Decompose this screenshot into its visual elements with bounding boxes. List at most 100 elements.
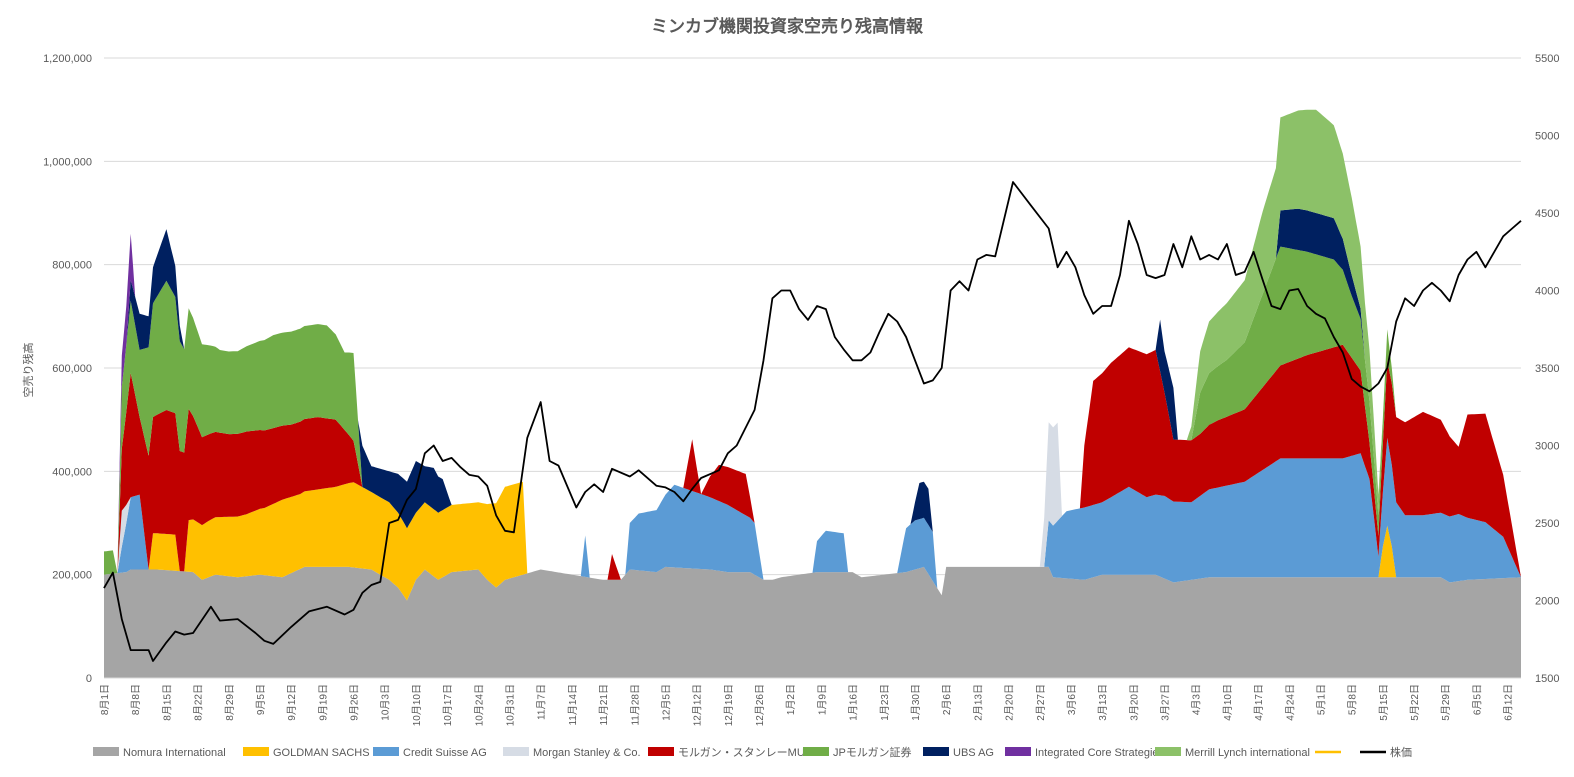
legend-swatch: [373, 747, 399, 756]
x-tick-label: 4月24日: [1284, 684, 1296, 721]
legend-swatch: [1155, 747, 1181, 756]
x-tick-label: 5月1日: [1315, 684, 1327, 715]
x-tick-label: 6月12日: [1503, 684, 1515, 721]
x-tick-label: 2月13日: [972, 684, 984, 721]
legend-item: モルガン・スタンレーMUFG: [648, 746, 820, 759]
legend-swatch: [93, 747, 119, 756]
y2-tick-label: 2500: [1535, 518, 1559, 530]
x-tick-label: 11月28日: [629, 684, 641, 726]
legend-label: 株価: [1390, 745, 1412, 759]
legend-label: JPモルガン証券: [833, 745, 912, 759]
y2-tick-label: 4500: [1535, 208, 1559, 220]
x-tick-label: 11月21日: [598, 684, 610, 726]
y-tick-label: 800,000: [52, 260, 92, 272]
x-tick-label: 1月16日: [848, 684, 860, 721]
legend-swatch: [923, 747, 949, 756]
x-tick-label: 4月3日: [1191, 684, 1203, 715]
x-tick-label: 9月5日: [255, 684, 267, 715]
stacked-areas: [104, 109, 1521, 678]
x-tick-label: 8月22日: [193, 684, 205, 721]
legend-label: Integrated Core Strategies: [1035, 747, 1165, 759]
x-tick-label: 1月23日: [879, 684, 891, 721]
area-series: [104, 566, 1521, 678]
x-tick-label: 3月27日: [1160, 684, 1172, 721]
x-tick-label: 8月1日: [99, 684, 111, 715]
x-tick-label: 5月8日: [1347, 684, 1359, 715]
x-tick-label: 2月27日: [1035, 684, 1047, 721]
x-tick-label: 4月10日: [1222, 684, 1234, 721]
legend-swatch: [803, 747, 829, 756]
x-tick-label: 8月29日: [224, 684, 236, 721]
x-tick-label: 9月26日: [349, 684, 361, 721]
x-tick-label: 12月26日: [754, 684, 766, 726]
legend-item: Integrated Core Strategies: [1005, 747, 1165, 759]
x-tick-label: 3月20日: [1128, 684, 1140, 721]
x-tick-label: 10月3日: [380, 684, 392, 721]
x-tick-label: 8月15日: [161, 684, 173, 721]
x-tick-label: 10月24日: [473, 684, 485, 726]
y-tick-label: 1,000,000: [43, 156, 92, 168]
price-line: [103, 181, 1522, 662]
x-tick-label: 10月10日: [411, 684, 423, 726]
x-tick-label: 5月22日: [1409, 684, 1421, 721]
x-tick-label: 12月19日: [723, 684, 735, 726]
legend-item: UBS AG: [923, 747, 994, 759]
legend-swatch: [1005, 747, 1031, 756]
y2-tick-label: 4000: [1535, 286, 1559, 298]
x-tick-label: 2月6日: [941, 684, 953, 715]
area-series: [104, 481, 1521, 601]
legend-label: モルガン・スタンレーMUFG: [678, 746, 820, 759]
legend-item: JPモルガン証券: [803, 745, 912, 759]
legend: Nomura International GOLDMAN SACHS Credit …: [93, 745, 1412, 759]
x-tick-label: 11月7日: [536, 684, 548, 720]
y2-tick-label: 5000: [1535, 131, 1559, 143]
x-tick-label: 5月29日: [1440, 684, 1452, 721]
x-tick-label: 4月17日: [1253, 684, 1265, 721]
y-tick-label: 400,000: [52, 466, 92, 478]
x-tick-label: 1月9日: [816, 684, 828, 715]
x-tick-label: 6月5日: [1471, 684, 1483, 715]
legend-label: Merrill Lynch international: [1185, 747, 1310, 759]
x-tick-label: 2月20日: [1004, 684, 1016, 721]
legend-label: Credit Suisse AG: [403, 747, 487, 759]
x-tick-label: 9月19日: [317, 684, 329, 721]
area-series: [104, 437, 1521, 596]
x-tick-label: 12月12日: [692, 684, 704, 726]
x-tick-label: 12月5日: [660, 684, 672, 721]
legend-label: GOLDMAN SACHS: [273, 747, 370, 759]
y2-tick-label: 3000: [1535, 441, 1559, 453]
legend-item: Morgan Stanley & Co.: [503, 747, 641, 759]
legend-swatch: [243, 747, 269, 756]
y2-tick-label: 1500: [1535, 673, 1559, 685]
legend-label: Morgan Stanley & Co.: [533, 747, 641, 759]
y2-axis-ticks: 1500 2000 2500 3000 3500 4000 4500 5000 5500: [1535, 53, 1559, 685]
legend-item: Credit Suisse AG: [373, 747, 487, 759]
y-tick-label: 0: [86, 673, 92, 685]
legend-swatch: [503, 747, 529, 756]
x-tick-label: 11月14日: [567, 684, 579, 726]
chart-title: ミンカブ機関投資家空売り残高情報: [651, 16, 924, 37]
y-tick-label: 600,000: [52, 363, 92, 375]
y-axis-label: 空売り残高: [21, 343, 35, 398]
legend-item: 株価: [1360, 745, 1412, 759]
x-tick-label: 3月6日: [1066, 684, 1078, 715]
legend-item: GOLDMAN SACHS: [243, 747, 370, 759]
y-axis-ticks: 0 200,000 400,000 600,000 800,000 1,000,000 1,…: [43, 53, 92, 685]
price-line-group: [103, 181, 1522, 662]
y-tick-label: 200,000: [52, 570, 92, 582]
legend-label: UBS AG: [953, 747, 994, 759]
x-tick-label: 5月15日: [1378, 684, 1390, 721]
x-tick-label: 9月12日: [286, 684, 298, 721]
area-series: [104, 344, 1521, 596]
y2-tick-label: 3500: [1535, 363, 1559, 375]
y2-tick-label: 2000: [1535, 596, 1559, 608]
x-tick-label: 1月2日: [785, 684, 797, 715]
x-tick-label: 10月17日: [442, 684, 454, 726]
legend-label: Nomura International: [123, 747, 226, 759]
legend-item: Merrill Lynch international: [1155, 747, 1310, 759]
x-axis-ticks: 8月1日 8月8日 8月15日 8月22日 8月29日 9月5日 9月12日 9月19日 9月2…: [99, 677, 1521, 726]
x-tick-label: 8月8日: [130, 684, 142, 715]
x-tick-label: 10月31日: [504, 684, 516, 726]
